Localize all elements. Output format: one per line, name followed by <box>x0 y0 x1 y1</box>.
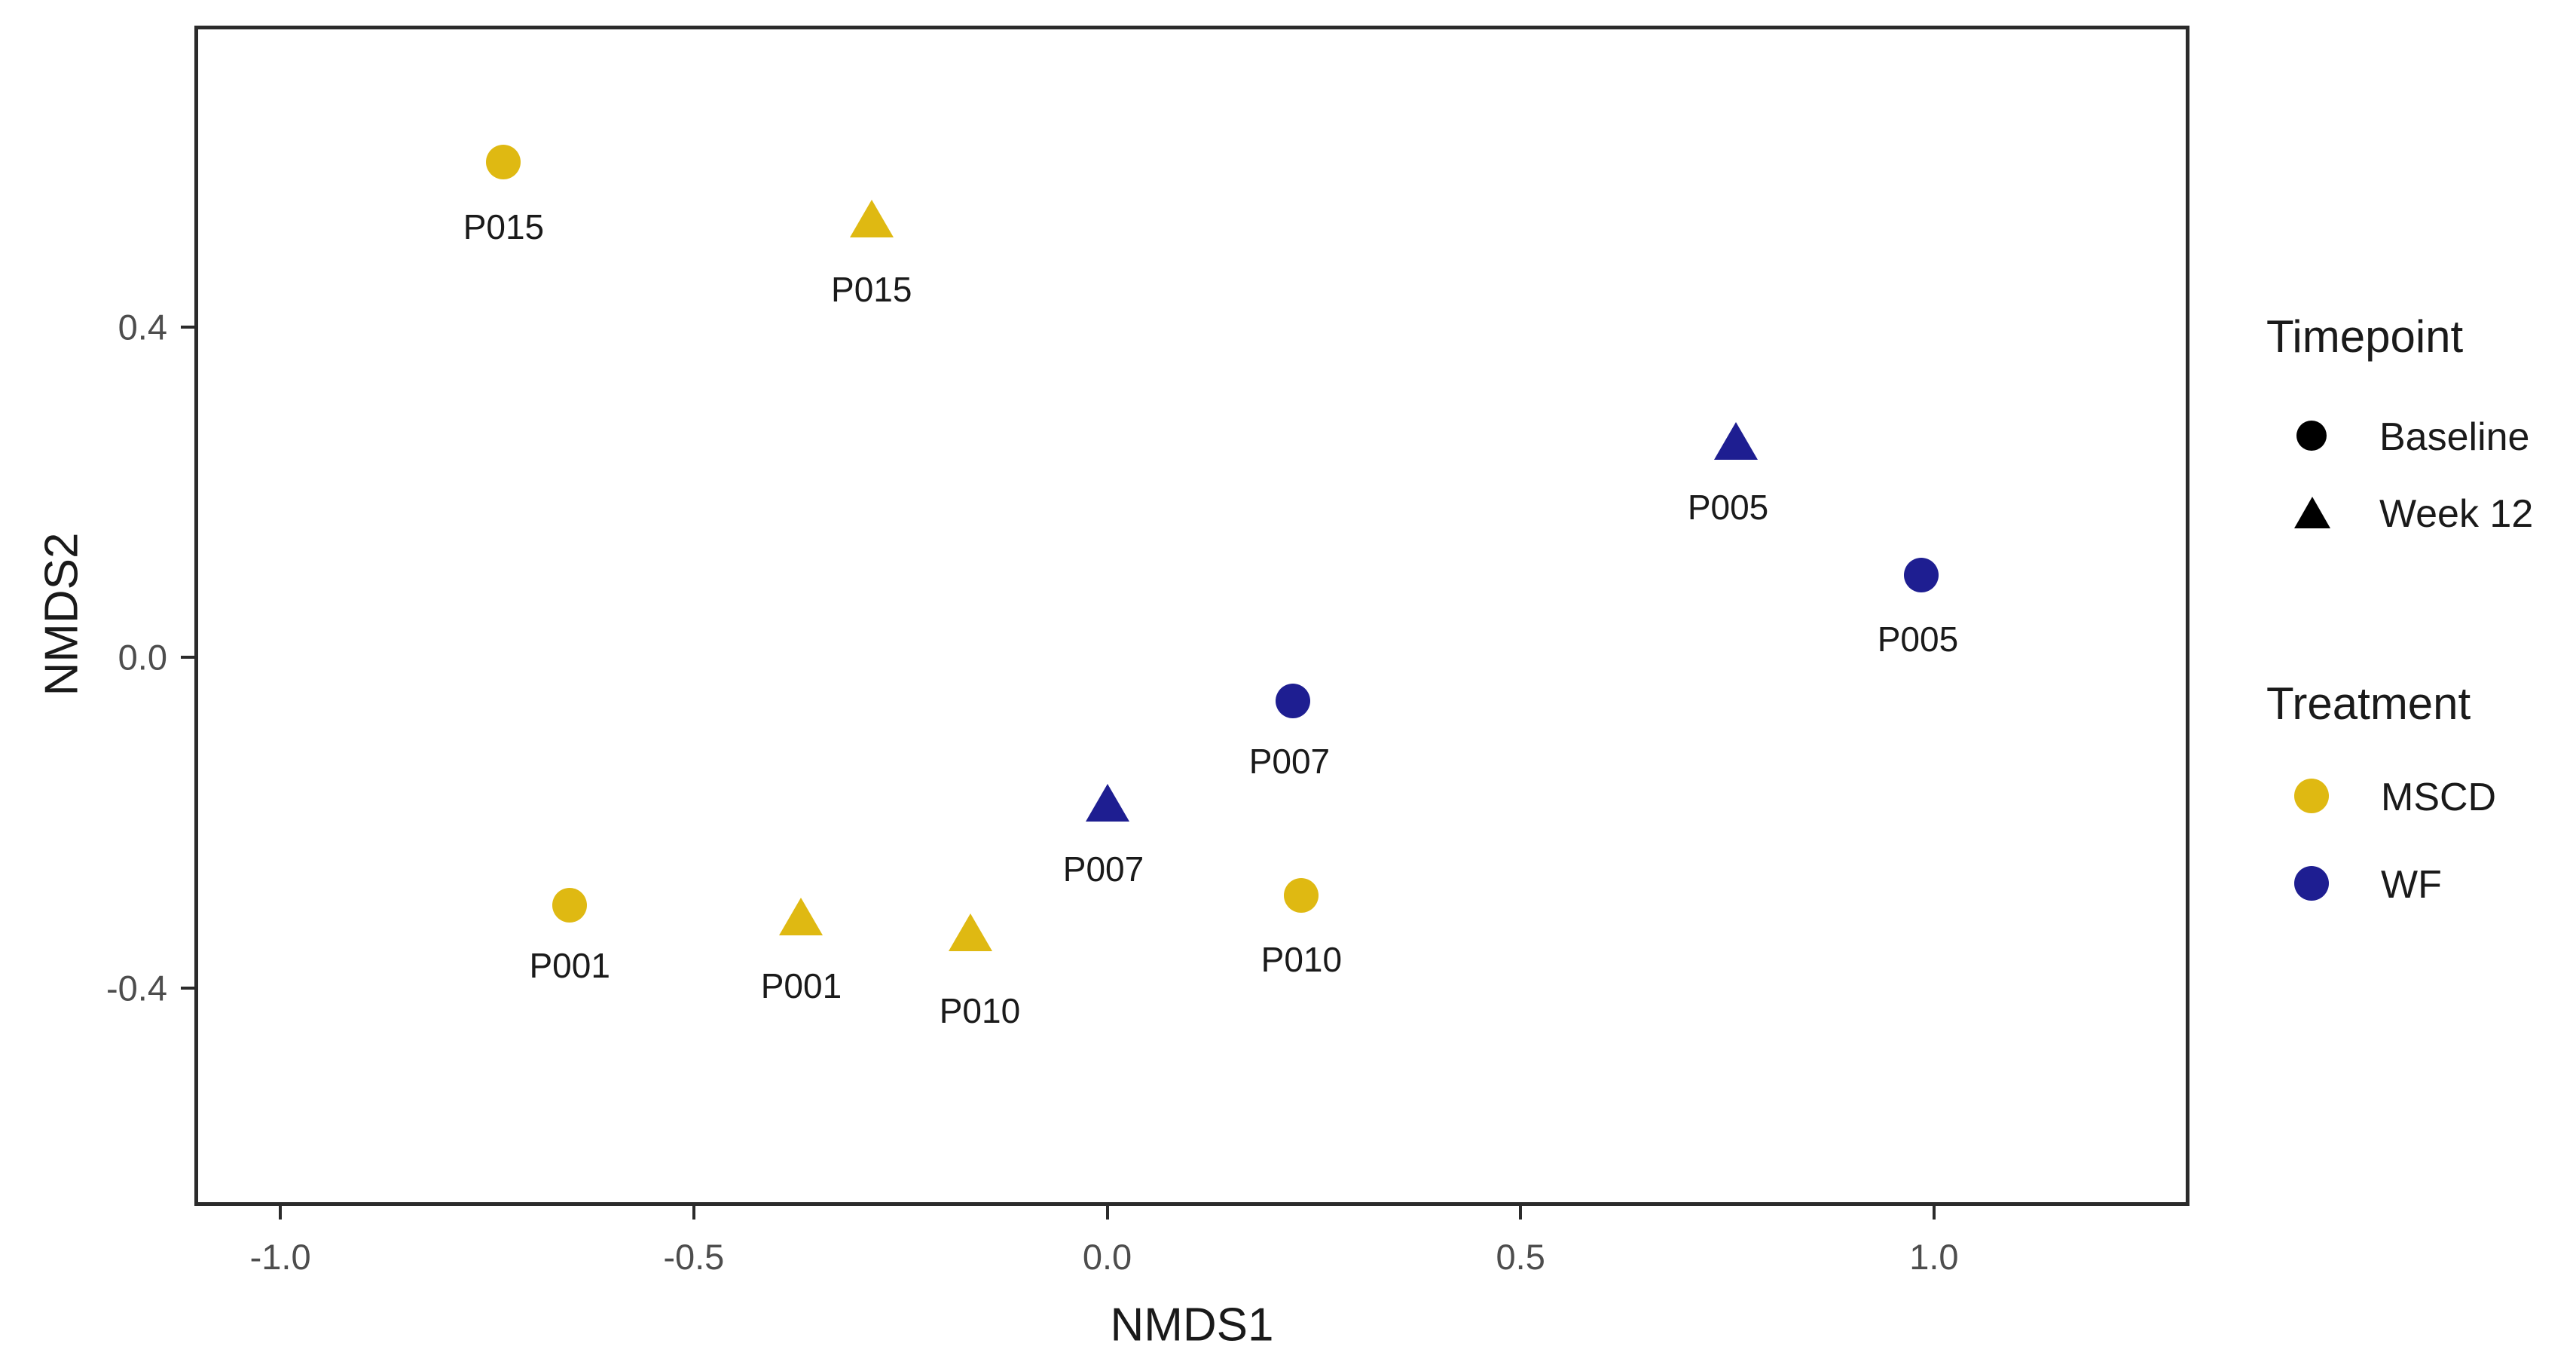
x-tick-mark <box>279 1206 283 1220</box>
x-tick-mark <box>1105 1206 1109 1220</box>
data-point-label: P015 <box>831 269 912 309</box>
data-point-label: P010 <box>939 991 1021 1031</box>
legend-item-mscd: MSCD <box>2381 776 2497 819</box>
data-point-circle <box>1284 877 1319 913</box>
data-point-label: P007 <box>1248 742 1331 782</box>
legend-week12-triangle-icon <box>2294 497 2330 528</box>
data-point-label: P005 <box>1877 619 1959 659</box>
data-point-triangle <box>779 897 824 935</box>
legend-treatment-title: Treatment <box>2266 678 2471 729</box>
data-point-label: P015 <box>463 207 545 246</box>
plot-panel <box>194 26 2189 1206</box>
data-point-label: P001 <box>760 966 842 1005</box>
legend-mscd-circle-icon <box>2294 779 2329 813</box>
legend-wf-circle-icon <box>2294 866 2329 901</box>
data-point-label: P007 <box>1062 849 1144 889</box>
data-point-triangle <box>849 199 894 237</box>
y-tick-label: -0.4 <box>106 968 167 1008</box>
legend-baseline-circle-icon <box>2296 421 2327 451</box>
x-tick-label: -0.5 <box>663 1237 725 1277</box>
data-point-circle <box>1276 684 1311 719</box>
y-tick-label: 0.4 <box>118 307 167 347</box>
data-point-circle <box>552 888 588 923</box>
x-tick-mark <box>1932 1206 1936 1220</box>
legend-item-wf: WF <box>2381 863 2442 907</box>
x-axis-title: NMDS1 <box>1110 1299 1274 1351</box>
data-point-label: P001 <box>529 946 610 986</box>
x-tick-label: 0.0 <box>1082 1237 1132 1277</box>
x-tick-label: -1.0 <box>249 1237 311 1277</box>
y-tick-mark <box>181 325 194 329</box>
data-point-triangle <box>949 913 993 952</box>
data-point-triangle <box>1713 422 1758 461</box>
y-tick-label: 0.0 <box>118 637 167 678</box>
x-tick-label: 0.5 <box>1496 1237 1545 1277</box>
x-tick-mark <box>692 1206 695 1220</box>
data-point-circle <box>486 144 521 179</box>
data-point-label: P010 <box>1260 939 1343 979</box>
x-tick-label: 1.0 <box>1909 1237 1959 1277</box>
y-tick-mark <box>181 656 194 659</box>
legend-timepoint-title: Timepoint <box>2266 311 2464 362</box>
y-axis-title: NMDS2 <box>35 532 88 696</box>
data-point-triangle <box>1085 784 1129 822</box>
legend-item-week12: Week 12 <box>2379 492 2534 536</box>
data-point-circle <box>1904 557 1939 592</box>
y-tick-mark <box>181 986 194 990</box>
data-point-label: P005 <box>1687 488 1769 528</box>
legend-item-baseline: Baseline <box>2379 415 2530 459</box>
x-tick-mark <box>1519 1206 1523 1220</box>
